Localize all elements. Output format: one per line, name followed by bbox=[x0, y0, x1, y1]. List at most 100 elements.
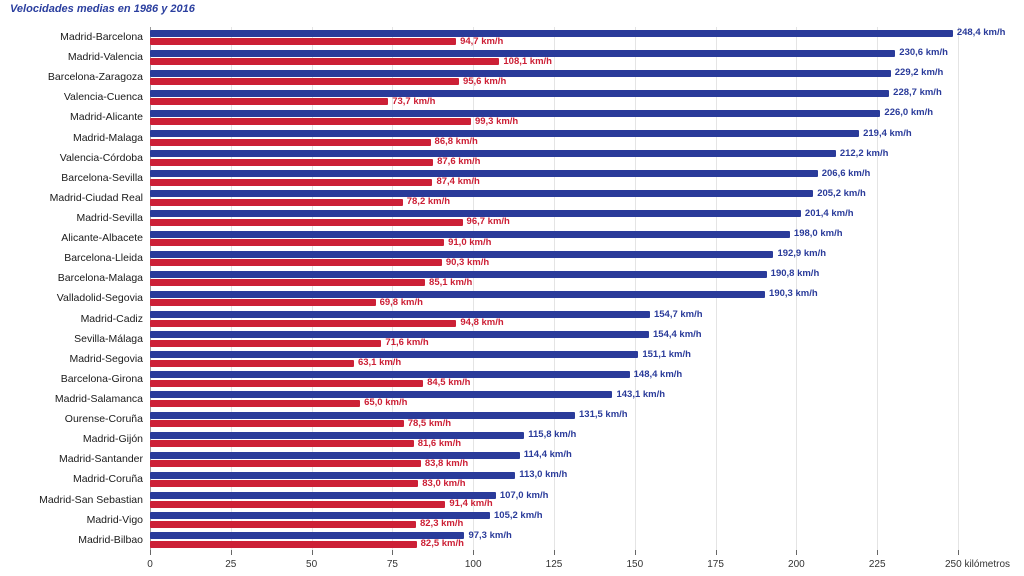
bar-value-label-2016: 113,0 km/h bbox=[519, 469, 568, 481]
axis-tick bbox=[715, 550, 717, 555]
chart-row: Barcelona-Malaga 190,8 km/h 85,1 km/h bbox=[58, 268, 958, 288]
bar-value-label-1986: 87,6 km/h bbox=[437, 156, 481, 168]
chart-row: Barcelona-Lleida 192,9 km/h 90,3 km/h bbox=[64, 248, 958, 268]
category-label: Valencia-Cuenca bbox=[63, 91, 143, 104]
chart-row: Madrid-Gijón 115,8 km/h 81,6 km/h bbox=[83, 429, 958, 449]
bar-value-label-2016: 192,9 km/h bbox=[777, 248, 827, 260]
axis-tick-label: 150 bbox=[626, 559, 644, 570]
bar-1986 bbox=[150, 279, 426, 287]
bar-value-label-1986: 86,8 km/h bbox=[434, 136, 478, 148]
bar-value-label-2016: 206,6 km/h bbox=[821, 167, 871, 179]
gridline bbox=[877, 27, 879, 550]
gridline bbox=[311, 27, 313, 550]
category-label: Barcelona-Lleida bbox=[64, 252, 143, 265]
bar-value-label-2016: 115,8 km/h bbox=[528, 429, 577, 441]
bar-2016 bbox=[150, 311, 650, 319]
grid-layer bbox=[150, 27, 959, 555]
bar-1986 bbox=[150, 420, 404, 428]
bar-value-label-1986: 71,6 km/h bbox=[385, 337, 429, 349]
category-label: Madrid-Vigo bbox=[86, 513, 143, 526]
bar-value-label-1986: 65,0 km/h bbox=[364, 397, 408, 409]
bar-2016 bbox=[150, 69, 891, 77]
bar-value-label-2016: 190,3 km/h bbox=[769, 288, 818, 300]
bar-value-label-2016: 198,0 km/h bbox=[793, 228, 843, 240]
category-label: Barcelona-Sevilla bbox=[61, 171, 143, 184]
bar-2016 bbox=[150, 492, 496, 500]
bar-2016 bbox=[150, 170, 818, 178]
bar-value-label-1986: 78,5 km/h bbox=[407, 417, 452, 429]
bar-value-label-1986: 83,0 km/h bbox=[422, 477, 466, 489]
bar-value-label-2016: 114,4 km/h bbox=[523, 449, 572, 461]
chart-row: Barcelona-Girona 148,4 km/h 84,5 km/h bbox=[61, 369, 958, 389]
category-label: Madrid-Gijón bbox=[82, 433, 143, 446]
axis-tick-label: 100 bbox=[464, 559, 482, 570]
bar-value-label-1986: 91,0 km/h bbox=[448, 236, 492, 248]
axis-tick bbox=[958, 550, 959, 555]
chart-row: Madrid-Coruña 113,0 km/h 83,0 km/h bbox=[73, 469, 958, 489]
bar-value-label-2016: 229,2 km/h bbox=[894, 67, 944, 79]
bar-2016 bbox=[150, 250, 774, 258]
bar-value-label-2016: 131,5 km/h bbox=[579, 409, 628, 421]
axis-tick bbox=[796, 550, 798, 555]
category-label: Valladolid-Segovia bbox=[56, 292, 143, 305]
bar-1986 bbox=[150, 98, 389, 106]
category-label: Madrid-Coruña bbox=[72, 473, 143, 486]
bar-2016 bbox=[150, 290, 766, 298]
bar-1986 bbox=[150, 259, 442, 267]
axis-tick bbox=[554, 550, 555, 555]
bar-value-label-1986: 69,8 km/h bbox=[379, 296, 423, 308]
category-label: Barcelona-Zaragoza bbox=[47, 71, 143, 84]
bar-2016 bbox=[150, 512, 490, 520]
category-label: Madrid-Salamanca bbox=[54, 393, 143, 406]
bar-value-label-1986: 94,8 km/h bbox=[460, 317, 504, 329]
bar-2016 bbox=[150, 130, 860, 138]
bar-2016 bbox=[150, 210, 801, 218]
category-label: Madrid-Cadiz bbox=[80, 312, 143, 325]
bar-2016 bbox=[150, 371, 630, 379]
category-label: Sevilla-Málaga bbox=[74, 332, 143, 345]
category-label: Madrid-Valencia bbox=[67, 51, 143, 64]
bar-1986 bbox=[150, 138, 431, 146]
bar-value-label-1986: 85,1 km/h bbox=[429, 276, 473, 288]
gridline bbox=[715, 27, 717, 550]
bar-value-label-2016: 212,2 km/h bbox=[839, 147, 889, 159]
chart-row: Valencia-Cuenca 228,7 km/h 73,7 km/h bbox=[64, 87, 958, 107]
bar-value-label-2016: 230,6 km/h bbox=[899, 47, 948, 59]
axis-tick bbox=[392, 550, 394, 555]
chart-row: Madrid-Segovia 151,1 km/h 63,1 km/h bbox=[69, 349, 958, 369]
chart-row: Madrid-Bilbao 97,3 km/h 82,5 km/h bbox=[78, 530, 958, 550]
bar-value-label-2016: 190,8 km/h bbox=[770, 268, 820, 280]
axis-tick bbox=[634, 550, 636, 555]
category-label: Madrid-Sevilla bbox=[76, 212, 143, 225]
axis-tick bbox=[150, 550, 151, 555]
category-label: Barcelona-Malaga bbox=[57, 272, 143, 285]
bar-2016 bbox=[150, 331, 650, 339]
chart-row: Ourense-Coruña 131,5 km/h 78,5 km/h bbox=[65, 409, 958, 429]
bar-1986 bbox=[150, 38, 457, 45]
bar-value-label-1986: 90,3 km/h bbox=[445, 256, 490, 268]
bar-2016 bbox=[150, 190, 814, 198]
bar-value-label-1986: 95,6 km/h bbox=[462, 75, 507, 87]
chart-row: Madrid-Malaga 219,4 km/h 86,8 km/h bbox=[73, 128, 958, 148]
bar-value-label-2016: 154,4 km/h bbox=[653, 328, 702, 340]
chart-row: Madrid-Valencia 230,6 km/h 108,1 km/h bbox=[68, 47, 958, 67]
bar-1986 bbox=[150, 319, 457, 327]
bar-1986 bbox=[150, 239, 445, 247]
axis-tick-label: 250 kilómetros bbox=[945, 559, 1011, 570]
bar-value-label-2016: 228,7 km/h bbox=[893, 87, 942, 99]
chart-title: Velocidades medias en 1986 y 2016 bbox=[10, 3, 195, 15]
bar-value-label-1986: 108,1 km/h bbox=[503, 55, 552, 67]
bar-2016 bbox=[150, 49, 896, 57]
bar-value-label-1986: 84,5 km/h bbox=[427, 377, 471, 389]
bar-value-label-1986: 83,8 km/h bbox=[424, 457, 469, 469]
chart-row: Alicante-Albacete 198,0 km/h 91,0 km/h bbox=[61, 228, 958, 248]
bar-2016 bbox=[150, 29, 953, 37]
bar-1986 bbox=[150, 299, 376, 307]
category-label: Madrid-Santander bbox=[58, 453, 143, 466]
bar-value-label-1986: 63,1 km/h bbox=[357, 357, 402, 369]
bar-2016 bbox=[150, 89, 890, 97]
chart-row: Madrid-Barcelona 248,4 km/h 94,7 km/h bbox=[60, 27, 1005, 47]
bar-value-label-2016: 201,4 km/h bbox=[804, 207, 854, 219]
category-label: Madrid-Ciudad Real bbox=[49, 191, 143, 204]
bar-value-label-1986: 91,4 km/h bbox=[449, 498, 493, 510]
